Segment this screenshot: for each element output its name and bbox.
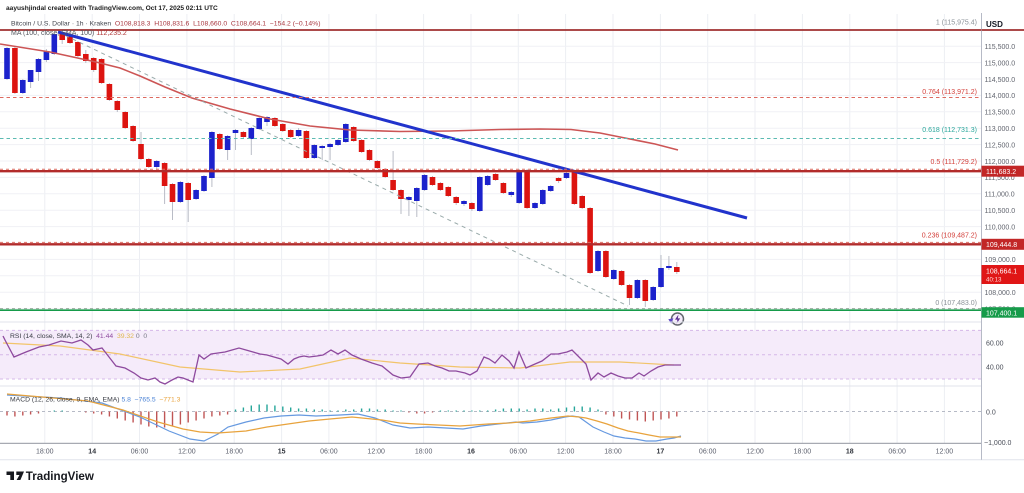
svg-text:113,000.0: 113,000.0 bbox=[985, 126, 1016, 133]
svg-text:40:13: 40:13 bbox=[986, 277, 1002, 284]
svg-text:114,500.0: 114,500.0 bbox=[985, 77, 1016, 84]
svg-text:06:00: 06:00 bbox=[320, 448, 338, 455]
svg-text:0 (107,483.0): 0 (107,483.0) bbox=[935, 300, 977, 307]
svg-text:108,000.0: 108,000.0 bbox=[985, 290, 1016, 297]
svg-text:114,000.0: 114,000.0 bbox=[985, 93, 1016, 100]
svg-text:12:00: 12:00 bbox=[746, 448, 764, 455]
svg-text:0.5 (111,729.2): 0.5 (111,729.2) bbox=[931, 159, 977, 166]
svg-text:40.00: 40.00 bbox=[986, 365, 1004, 372]
svg-text:TradingView: TradingView bbox=[26, 470, 95, 483]
svg-text:108,664.1: 108,664.1 bbox=[986, 268, 1017, 275]
svg-text:18:00: 18:00 bbox=[225, 448, 243, 455]
svg-text:0.0: 0.0 bbox=[986, 409, 996, 416]
svg-text:Bitcoin / U.S. Dollar · 1h · K: Bitcoin / U.S. Dollar · 1h · Kraken O108… bbox=[11, 21, 320, 28]
svg-text:14: 14 bbox=[88, 448, 96, 455]
svg-text:−1,000.0: −1,000.0 bbox=[984, 440, 1012, 447]
svg-text:111,683.2: 111,683.2 bbox=[986, 169, 1016, 176]
svg-text:112,000.0: 112,000.0 bbox=[985, 159, 1016, 166]
svg-text:18:00: 18:00 bbox=[415, 448, 433, 455]
svg-text:18: 18 bbox=[846, 448, 854, 455]
svg-text:18:00: 18:00 bbox=[794, 448, 812, 455]
svg-text:06:00: 06:00 bbox=[131, 448, 149, 455]
svg-text:RSI (14, close, SMA, 14, 2) 4: RSI (14, close, SMA, 14, 2) 41.44 39.32 … bbox=[10, 333, 147, 340]
svg-text:18:00: 18:00 bbox=[604, 448, 622, 455]
svg-text:MA (100, close, SMA, 100) 112,: MA (100, close, SMA, 100) 112,235.2 bbox=[11, 30, 127, 37]
svg-text:06:00: 06:00 bbox=[888, 448, 906, 455]
svg-text:06:00: 06:00 bbox=[510, 448, 528, 455]
svg-text:USD: USD bbox=[986, 20, 1003, 29]
svg-text:60.00: 60.00 bbox=[986, 340, 1004, 347]
svg-text:115,000.0: 115,000.0 bbox=[985, 60, 1016, 67]
svg-text:0.236 (109,487.2): 0.236 (109,487.2) bbox=[922, 233, 977, 240]
svg-text:111,500.0: 111,500.0 bbox=[985, 175, 1015, 182]
svg-text:113,500.0: 113,500.0 bbox=[985, 110, 1016, 117]
svg-text:MACD (12, 26, close, 9, EMA, E: MACD (12, 26, close, 9, EMA, EMA) 5.8 −7… bbox=[10, 397, 181, 404]
svg-text:12:00: 12:00 bbox=[557, 448, 575, 455]
svg-text:0.618 (112,731.3): 0.618 (112,731.3) bbox=[922, 127, 977, 134]
svg-text:111,000.0: 111,000.0 bbox=[985, 192, 1015, 199]
svg-text:12:00: 12:00 bbox=[936, 448, 954, 455]
svg-text:109,000.0: 109,000.0 bbox=[985, 257, 1016, 264]
svg-text:16: 16 bbox=[467, 448, 475, 455]
svg-text:109,444.8: 109,444.8 bbox=[986, 242, 1017, 249]
svg-text:06:00: 06:00 bbox=[699, 448, 717, 455]
svg-text:12:00: 12:00 bbox=[178, 448, 196, 455]
svg-text:107,400.1: 107,400.1 bbox=[986, 310, 1017, 317]
svg-text:112,500.0: 112,500.0 bbox=[985, 142, 1016, 149]
svg-text:17: 17 bbox=[657, 448, 665, 455]
svg-text:12:00: 12:00 bbox=[367, 448, 385, 455]
svg-text:18:00: 18:00 bbox=[36, 448, 54, 455]
svg-text:115,500.0: 115,500.0 bbox=[985, 44, 1016, 51]
svg-text:15: 15 bbox=[278, 448, 286, 455]
svg-text:aayushjindal created with Trad: aayushjindal created with TradingView.co… bbox=[6, 5, 218, 12]
svg-text:110,500.0: 110,500.0 bbox=[985, 208, 1016, 215]
svg-text:110,000.0: 110,000.0 bbox=[985, 224, 1016, 231]
svg-text:0.764 (113,971.2): 0.764 (113,971.2) bbox=[922, 89, 977, 96]
svg-text:1 (115,975.4): 1 (115,975.4) bbox=[936, 20, 977, 27]
